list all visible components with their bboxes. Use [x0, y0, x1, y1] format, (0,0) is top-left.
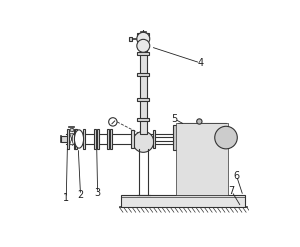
Bar: [173, 125, 178, 150]
Bar: [153, 130, 155, 148]
Bar: [70, 128, 73, 131]
Circle shape: [137, 39, 150, 52]
Bar: [107, 129, 109, 148]
Bar: [97, 129, 99, 148]
Bar: [122, 195, 245, 207]
Bar: [68, 129, 69, 148]
Bar: [179, 127, 224, 148]
Circle shape: [197, 119, 202, 124]
Bar: [137, 73, 149, 76]
Text: 3: 3: [94, 188, 101, 198]
Bar: [110, 129, 112, 148]
Text: 5: 5: [172, 114, 178, 124]
Bar: [94, 129, 96, 148]
Ellipse shape: [74, 130, 84, 148]
Circle shape: [215, 126, 237, 149]
Text: 2: 2: [77, 190, 84, 200]
Circle shape: [109, 118, 117, 126]
Bar: [75, 129, 77, 148]
Bar: [178, 123, 226, 152]
Bar: [83, 129, 85, 148]
Text: 4: 4: [197, 58, 203, 68]
Polygon shape: [70, 133, 74, 139]
Bar: [176, 123, 228, 195]
Bar: [61, 136, 68, 143]
Text: 7: 7: [229, 186, 235, 196]
Bar: [137, 33, 149, 37]
Bar: [74, 129, 76, 148]
Bar: [137, 98, 149, 101]
Text: 1: 1: [63, 193, 69, 203]
Bar: [131, 130, 134, 148]
Bar: [137, 52, 149, 55]
Polygon shape: [70, 139, 74, 145]
Bar: [137, 118, 149, 121]
Bar: [129, 37, 132, 41]
Bar: [140, 33, 147, 134]
Bar: [140, 33, 147, 36]
Circle shape: [133, 131, 154, 152]
Text: 6: 6: [233, 171, 239, 181]
Circle shape: [137, 32, 150, 45]
